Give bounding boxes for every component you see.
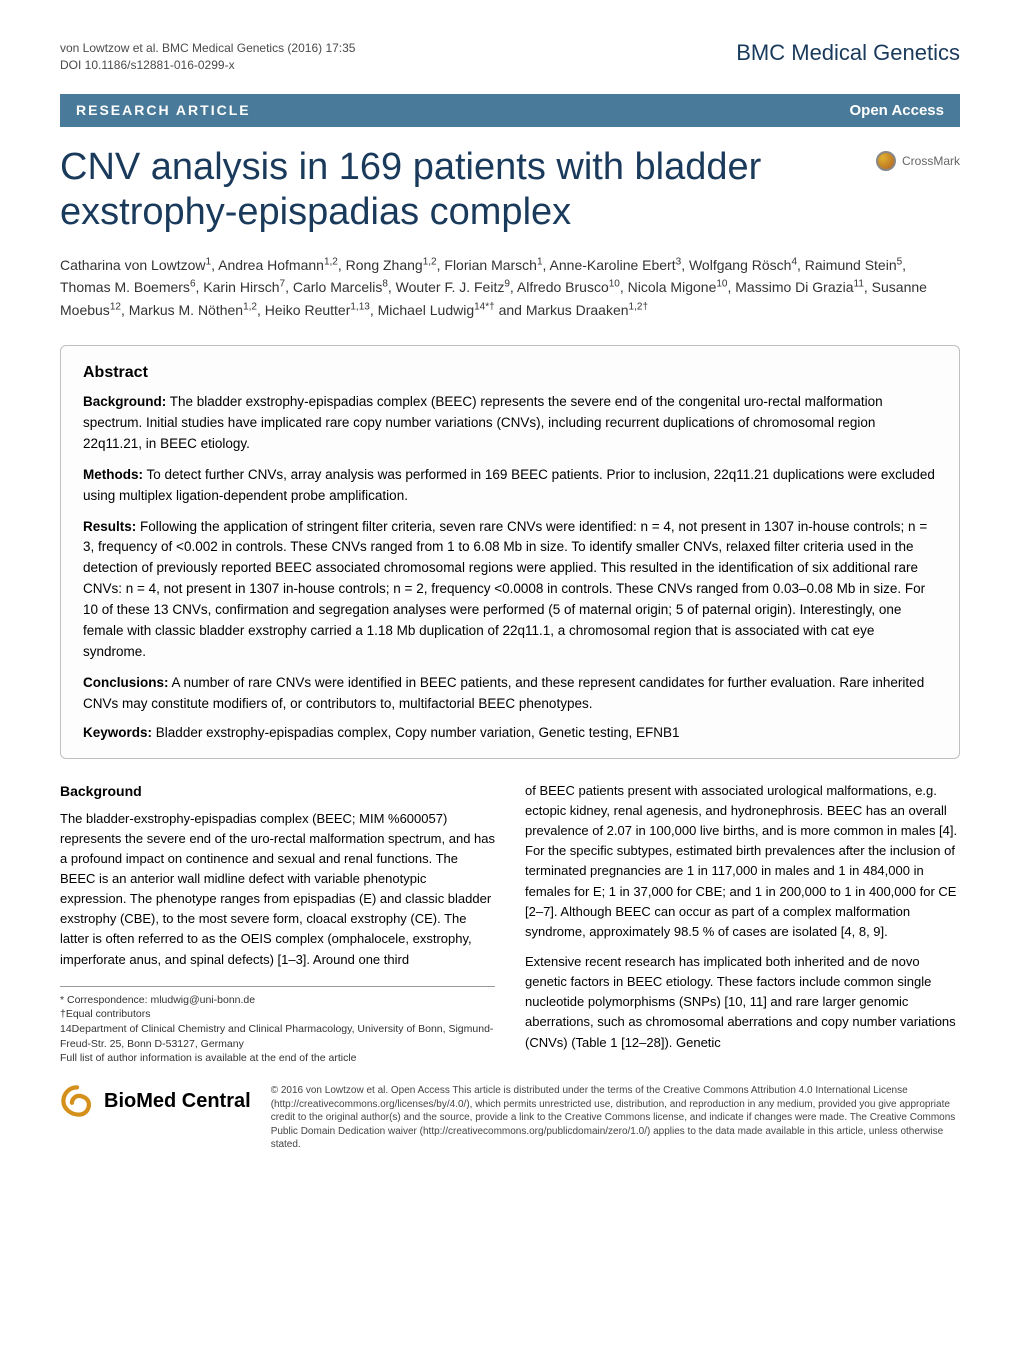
article-type-label: RESEARCH ARTICLE [76, 102, 251, 118]
column-right: of BEEC patients present with associated… [525, 781, 960, 1066]
abstract-keywords-label: Keywords: [83, 725, 152, 740]
footnote-equal-contributors: †Equal contributors [60, 1007, 495, 1022]
abstract-conclusions-text: A number of rare CNVs were identified in… [83, 675, 924, 711]
column-left: Background The bladder-exstrophy-epispad… [60, 781, 495, 1066]
bmc-swirl-icon [60, 1084, 94, 1118]
abstract-keywords: Keywords: Bladder exstrophy-epispadias c… [83, 725, 937, 740]
footnotes: * Correspondence: mludwig@uni-bonn.de †E… [60, 986, 495, 1066]
body-columns: Background The bladder-exstrophy-epispad… [0, 759, 1020, 1066]
article-type-bar: RESEARCH ARTICLE Open Access [60, 94, 960, 127]
footnote-full-list: Full list of author information is avail… [60, 1051, 495, 1066]
citation-line-2: DOI 10.1186/s12881-016-0299-x [60, 57, 355, 74]
title-block: CNV analysis in 169 patients with bladde… [0, 127, 1020, 236]
footnote-correspondence: * Correspondence: mludwig@uni-bonn.de [60, 993, 495, 1008]
open-access-label: Open Access [850, 102, 945, 119]
license-text: © 2016 von Lowtzow et al. Open Access Th… [271, 1084, 960, 1152]
abstract-methods-text: To detect further CNVs, array analysis w… [83, 467, 935, 503]
background-paragraph-3: Extensive recent research has implicated… [525, 952, 960, 1053]
abstract-conclusions-label: Conclusions: [83, 675, 169, 690]
background-paragraph-2: of BEEC patients present with associated… [525, 781, 960, 942]
citation-block: von Lowtzow et al. BMC Medical Genetics … [60, 40, 355, 74]
background-paragraph-1: The bladder-exstrophy-epispadias complex… [60, 809, 495, 970]
footnote-affiliation: 14Department of Clinical Chemistry and C… [60, 1022, 495, 1051]
biomed-central-logo: BioMed Central [60, 1084, 251, 1118]
abstract-methods-label: Methods: [83, 467, 143, 482]
abstract-heading: Abstract [83, 364, 937, 382]
bmc-brand-text: BioMed Central [104, 1090, 251, 1113]
abstract-conclusions: Conclusions: A number of rare CNVs were … [83, 673, 937, 715]
abstract-background-label: Background: [83, 394, 166, 409]
crossmark-icon [876, 151, 896, 171]
crossmark-label: CrossMark [902, 154, 960, 168]
abstract-box: Abstract Background: The bladder exstrop… [60, 345, 960, 759]
abstract-results: Results: Following the application of st… [83, 517, 937, 663]
journal-brand: BMC Medical Genetics [736, 40, 960, 66]
abstract-results-text: Following the application of stringent f… [83, 519, 927, 660]
abstract-background: Background: The bladder exstrophy-epispa… [83, 392, 937, 455]
header-meta: von Lowtzow et al. BMC Medical Genetics … [0, 0, 1020, 84]
bmc-brand-suffix: Central [176, 1090, 250, 1112]
article-title: CNV analysis in 169 patients with bladde… [60, 145, 876, 236]
crossmark-badge[interactable]: CrossMark [876, 151, 960, 171]
abstract-results-label: Results: [83, 519, 136, 534]
author-list: Catharina von Lowtzow1, Andrea Hofmann1,… [0, 236, 1020, 321]
abstract-background-text: The bladder exstrophy-epispadias complex… [83, 394, 883, 451]
abstract-keywords-text: Bladder exstrophy-epispadias complex, Co… [156, 725, 680, 740]
citation-line-1: von Lowtzow et al. BMC Medical Genetics … [60, 40, 355, 57]
background-heading: Background [60, 781, 495, 803]
abstract-methods: Methods: To detect further CNVs, array a… [83, 465, 937, 507]
footer: BioMed Central © 2016 von Lowtzow et al.… [0, 1066, 1020, 1182]
bmc-brand-prefix: BioMed [104, 1090, 176, 1112]
